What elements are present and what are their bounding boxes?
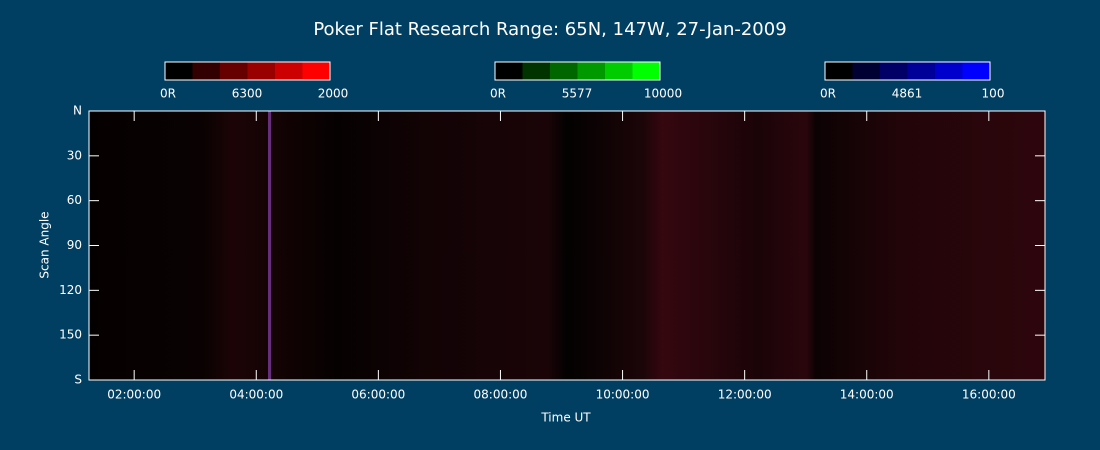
colorbar-step (962, 62, 991, 80)
keogram-image (89, 111, 1045, 380)
aurora-streak (268, 111, 271, 380)
x-tick-label: 14:00:00 (840, 388, 894, 402)
x-tick-label: 10:00:00 (596, 388, 650, 402)
colorbar-frame (164, 61, 331, 81)
colorbar-frame (824, 61, 991, 81)
colorbar-min-label: 0R (160, 87, 176, 101)
colorbar-frame (494, 61, 661, 81)
colorbar-step (165, 62, 193, 80)
colorbar-line-label: 5577 (562, 87, 593, 101)
colorbar-step (605, 62, 633, 80)
colorbar-step (550, 62, 578, 80)
y-tick-label: 30 (67, 148, 82, 162)
colorbar-max-label: 10000 (644, 87, 682, 101)
y-tick-label: 150 (59, 328, 82, 342)
x-tick-label: 06:00:00 (351, 388, 405, 402)
x-tick-label: 12:00:00 (718, 388, 772, 402)
colorbar-step (247, 62, 276, 80)
colorbar-step (907, 62, 936, 80)
y-tick-label: 90 (67, 238, 82, 252)
y-tick-label: 120 (59, 283, 82, 297)
colorbar-max-label: 100 (982, 87, 1005, 101)
colorbar-step (935, 62, 963, 80)
colorbar-step (632, 62, 661, 80)
x-tick-label: 04:00:00 (229, 388, 283, 402)
colorbar-step (522, 62, 551, 80)
colorbar-max-label: 2000 (318, 87, 349, 101)
colorbar-step (275, 62, 303, 80)
y-tick-label: S (74, 373, 82, 387)
colorbar-step (577, 62, 606, 80)
y-tick-label: N (73, 104, 82, 118)
colorbar-step (495, 62, 523, 80)
x-tick-label: 02:00:00 (107, 388, 161, 402)
colorbar-line-label: 6300 (232, 87, 263, 101)
colorbar-step (880, 62, 908, 80)
y-axis-label: Scan Angle (38, 211, 52, 278)
colorbar-step (220, 62, 248, 80)
colorbar-step (192, 62, 221, 80)
colorbar-line-label: 4861 (892, 87, 923, 101)
colorbar-min-label: 0R (490, 87, 506, 101)
colorbar-step (825, 62, 853, 80)
colorbar-min-label: 0R (820, 87, 836, 101)
x-tick-label: 16:00:00 (962, 388, 1016, 402)
x-axis-label: Time UT (540, 411, 591, 425)
y-tick-label: 60 (67, 193, 82, 207)
colorbar-step (852, 62, 881, 80)
x-tick-label: 08:00:00 (474, 388, 528, 402)
chart-title: Poker Flat Research Range: 65N, 147W, 27… (313, 19, 786, 40)
colorbar-step (302, 62, 331, 80)
